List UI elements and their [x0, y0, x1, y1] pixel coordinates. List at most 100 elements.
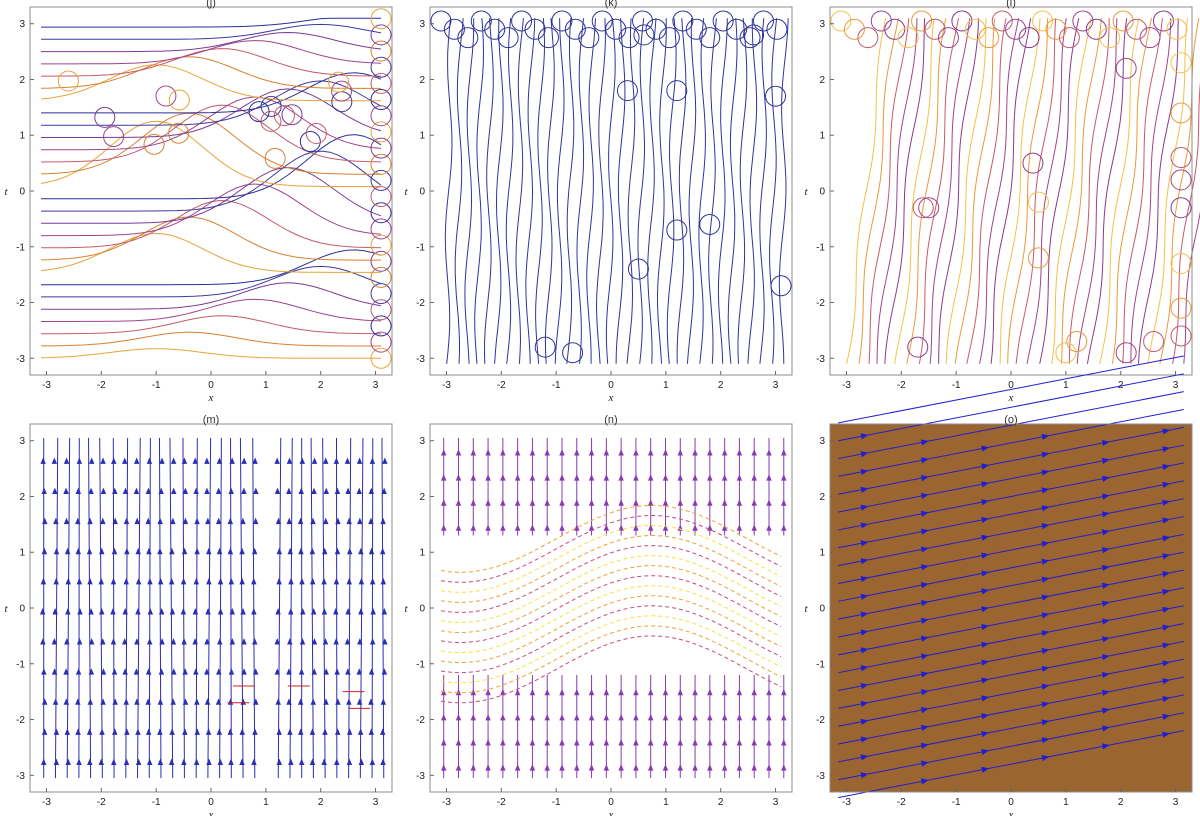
stream-line: [41, 40, 382, 65]
arrow-head: [647, 524, 654, 531]
arrow-head: [860, 468, 869, 476]
arrow-head: [356, 457, 363, 464]
stream-circle: [1115, 342, 1137, 364]
arrow-head: [860, 772, 869, 779]
arrow-head: [470, 739, 477, 746]
stream-line: [737, 18, 748, 364]
arrow-head: [707, 688, 713, 696]
arrow-head: [53, 547, 60, 555]
arrow-head: [860, 629, 869, 636]
stream-line: [440, 534, 782, 603]
arrow-head: [110, 638, 117, 645]
arrow-head: [87, 577, 93, 585]
arrow-head: [287, 728, 293, 735]
arrow-head: [182, 668, 188, 675]
stream-line: [505, 18, 514, 364]
stream-circle: [370, 105, 392, 127]
arrow-head: [64, 547, 71, 555]
x-tick-label: -1: [552, 797, 561, 808]
stream-line: [605, 18, 616, 364]
x-tick-label: -2: [97, 797, 106, 808]
arrow-head: [192, 608, 199, 615]
arrow-head: [368, 698, 374, 705]
arrow-head: [677, 499, 684, 506]
arrow-head: [333, 758, 340, 765]
arrow-head: [544, 739, 550, 746]
arrow-head: [358, 577, 365, 585]
arrow-head: [647, 739, 654, 746]
arrow-head: [860, 718, 869, 725]
arrow-head: [51, 668, 58, 675]
stream-circle: [370, 40, 392, 62]
arrow-head: [529, 524, 536, 531]
arrow-head: [1041, 469, 1050, 476]
stream-line: [838, 658, 1184, 727]
stream-circle: [264, 147, 286, 169]
arrow-head: [981, 499, 990, 506]
arrow-head: [75, 728, 81, 735]
stream-line: [440, 565, 782, 634]
stream-line: [544, 18, 555, 364]
arrow-head: [322, 638, 329, 645]
arrow-head: [63, 698, 70, 705]
arrow-head: [721, 524, 728, 531]
arrow-head: [146, 547, 152, 555]
stream-line: [838, 551, 1184, 620]
stream-circle: [918, 197, 940, 219]
stream-circle: [578, 27, 600, 49]
stream-circle: [843, 18, 865, 40]
arrow-head: [288, 758, 294, 765]
arrow-head: [544, 524, 550, 531]
y-tick-label: -3: [16, 771, 25, 782]
arrow-head: [574, 739, 580, 746]
arrow-head: [633, 713, 639, 721]
arrow-head: [500, 449, 506, 456]
stream-line: [54, 437, 59, 779]
arrow-head: [618, 764, 624, 771]
stream-circle: [443, 18, 465, 40]
arrow-head: [194, 698, 200, 705]
stream-line: [1007, 18, 1049, 364]
arrow-head: [1101, 689, 1110, 696]
stream-line: [647, 18, 657, 364]
stream-line: [747, 18, 758, 364]
arrow-head: [75, 487, 82, 495]
x-tick-label: 1: [663, 380, 669, 391]
arrow-head: [574, 474, 580, 481]
arrow-head: [1162, 428, 1171, 435]
arrow-head: [158, 608, 165, 615]
arrow-head: [123, 517, 130, 525]
arrow-head: [309, 728, 316, 735]
arrow-head: [1162, 678, 1171, 685]
arrow-head: [662, 764, 669, 771]
stream-circle: [370, 283, 392, 305]
arrow-head: [379, 547, 386, 555]
stream-line: [1122, 18, 1163, 364]
stream-line: [894, 18, 935, 364]
stream-line: [1026, 18, 1067, 364]
arrow-head: [1041, 594, 1050, 601]
arrow-head: [133, 487, 140, 495]
y-tick-label: 1: [19, 131, 25, 142]
y-tick-label: 2: [419, 75, 425, 86]
stream-line: [41, 331, 381, 347]
arrow-head: [1101, 440, 1110, 447]
x-axis-label: x: [608, 809, 614, 816]
stream-line: [838, 355, 1184, 424]
arrow-head: [252, 638, 258, 645]
stream-line: [1039, 18, 1080, 364]
arrow-head: [86, 547, 93, 555]
panel-title: (o): [1004, 414, 1017, 426]
x-tick-label: -3: [442, 380, 451, 391]
stream-circle: [551, 10, 573, 32]
y-tick-label: -2: [16, 298, 25, 309]
arrow-head: [751, 739, 757, 746]
arrow-head: [1162, 571, 1171, 578]
arrow-head: [1162, 731, 1171, 738]
stream-line: [838, 676, 1184, 745]
arrow-head: [981, 731, 990, 738]
arrow-head: [559, 688, 565, 696]
stream-line: [945, 18, 987, 364]
arrow-head: [380, 577, 387, 585]
arrow-head: [1101, 671, 1110, 679]
